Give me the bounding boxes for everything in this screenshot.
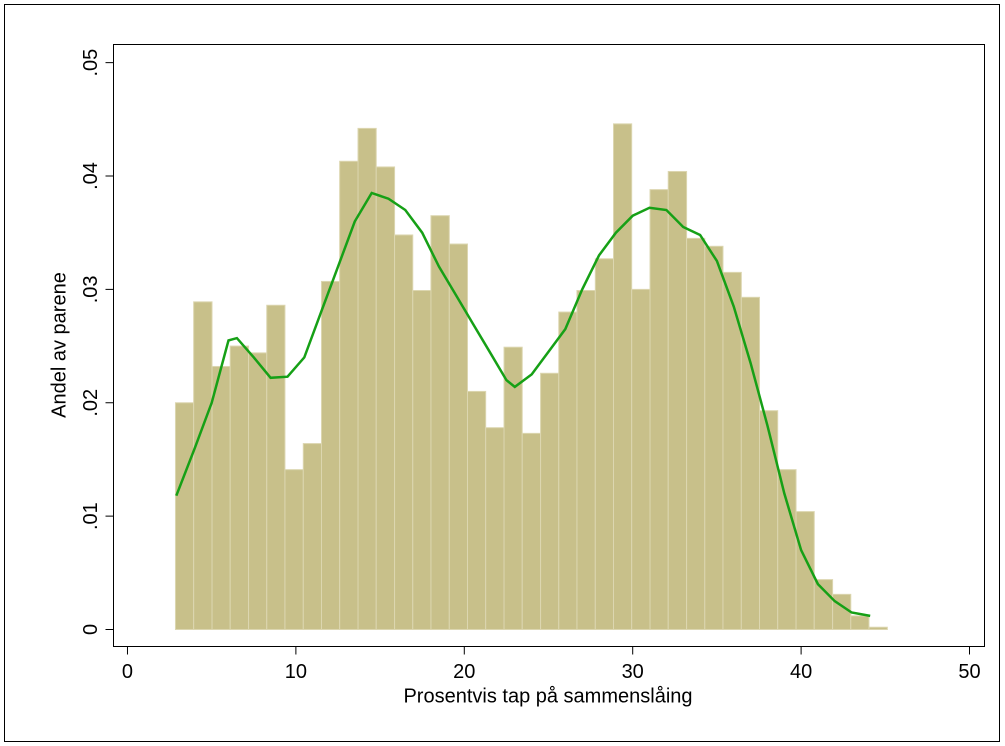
- bar: [850, 615, 870, 630]
- bar: [540, 372, 560, 630]
- bar: [686, 237, 706, 630]
- y-tick-label: .02: [80, 389, 102, 417]
- bar: [868, 626, 888, 630]
- bar: [339, 160, 359, 630]
- bar: [631, 288, 651, 630]
- x-tick-label: 40: [790, 661, 812, 683]
- bar: [229, 345, 250, 630]
- bar: [649, 189, 669, 630]
- bar: [211, 365, 231, 630]
- bar: [448, 243, 468, 630]
- bar: [759, 410, 779, 630]
- bar: [357, 127, 377, 630]
- bar: [558, 311, 578, 630]
- bar: [832, 593, 852, 630]
- y-tick-label: .04: [80, 162, 102, 190]
- bar: [777, 469, 797, 630]
- bar: [704, 245, 724, 630]
- bar: [503, 346, 523, 630]
- bar: [266, 304, 286, 630]
- bar: [466, 390, 487, 630]
- x-tick-label: 0: [122, 661, 133, 683]
- bar: [302, 443, 322, 630]
- bar: [740, 296, 761, 630]
- bar: [394, 234, 414, 630]
- density-line: [175, 191, 871, 618]
- x-tick-label: 10: [285, 661, 307, 683]
- y-tick-label: 0: [80, 624, 102, 635]
- bar: [174, 402, 195, 630]
- bar: [485, 427, 505, 630]
- bar: [193, 301, 213, 630]
- x-tick-label: 20: [453, 661, 475, 683]
- bar: [576, 290, 596, 630]
- bar: [320, 280, 341, 630]
- bar: [248, 352, 268, 630]
- x-tick-label: 50: [958, 661, 980, 683]
- y-tick-label: .03: [80, 275, 102, 303]
- bar: [521, 432, 542, 630]
- x-tick-label: 30: [622, 661, 644, 683]
- bar: [284, 469, 304, 630]
- bar: [612, 123, 633, 630]
- x-axis-label: Prosentvis tap på sammenslåing: [403, 685, 692, 707]
- bar: [813, 579, 834, 630]
- bar: [795, 511, 815, 630]
- y-axis-label: Andel av parene: [48, 272, 70, 418]
- bar: [594, 258, 614, 630]
- bar: [412, 290, 432, 630]
- bar: [375, 166, 396, 630]
- y-tick-label: .01: [80, 502, 102, 530]
- bar: [667, 170, 688, 630]
- y-tick-label: .05: [80, 49, 102, 77]
